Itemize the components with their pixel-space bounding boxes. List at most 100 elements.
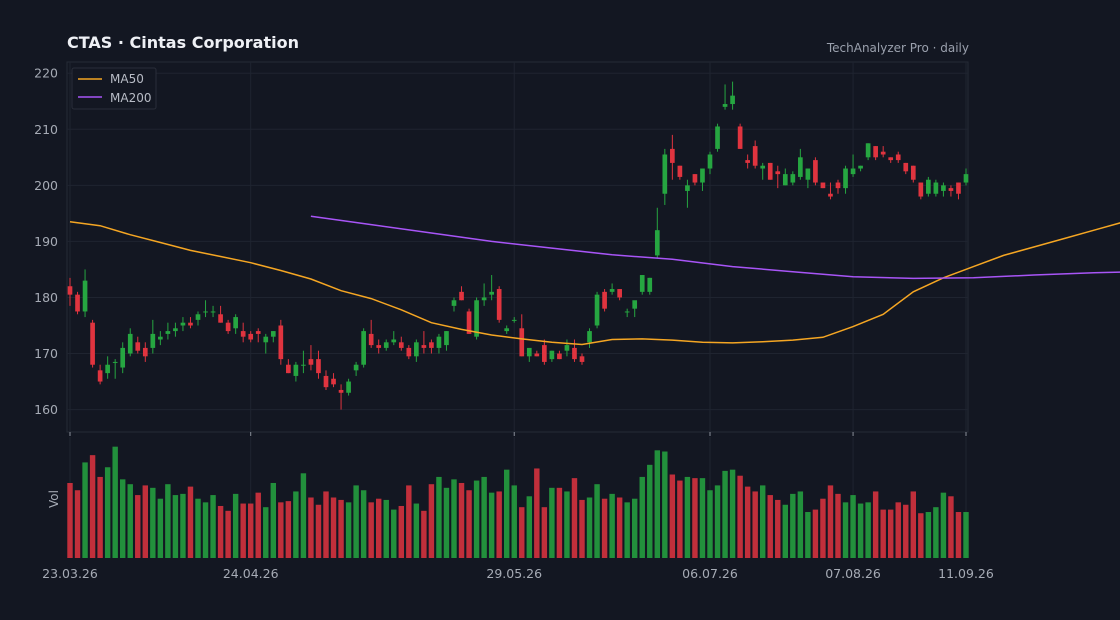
candle-body <box>511 319 517 321</box>
volume-bar <box>669 474 676 558</box>
candle-body <box>331 378 336 385</box>
x-tick-label: 23.03.26 <box>42 566 98 581</box>
volume-bar <box>797 491 804 558</box>
candle-body <box>150 333 156 348</box>
volume-bar <box>744 486 751 558</box>
candle-body <box>173 328 178 332</box>
volume-bar <box>89 455 96 558</box>
candle-body <box>549 350 555 360</box>
volume-bar <box>722 470 728 558</box>
candle-body <box>496 289 502 320</box>
candle-body <box>865 143 871 158</box>
candle-body <box>301 364 306 366</box>
volume-bar <box>594 484 600 558</box>
candle-body <box>745 160 750 163</box>
volume-bar <box>782 504 789 558</box>
x-tick-label: 11.09.26 <box>938 566 994 581</box>
volume-bar <box>82 462 88 558</box>
volume-bar <box>278 502 284 558</box>
volume-bar <box>850 495 856 558</box>
volume-bar <box>293 491 299 558</box>
volume-bar <box>496 491 502 558</box>
candle-body <box>677 165 683 177</box>
candle-body <box>195 314 201 320</box>
candle-body <box>858 165 863 169</box>
volume-bar <box>579 499 585 558</box>
candle-body <box>639 275 645 292</box>
candle-body <box>594 294 600 326</box>
candle-body <box>376 345 382 348</box>
candle-body <box>481 297 487 301</box>
candle-body <box>233 317 238 329</box>
candle-body <box>647 277 653 292</box>
volume-bar <box>805 512 811 558</box>
candle-body <box>850 168 856 175</box>
volume-bar <box>759 485 766 558</box>
volume-bar <box>880 509 886 558</box>
volume-bar <box>255 492 261 558</box>
candle-body <box>248 333 254 340</box>
candle-body <box>767 162 773 180</box>
ma50-line <box>69 221 1120 346</box>
candle-body <box>617 289 622 298</box>
candle-body <box>926 179 931 194</box>
candle-body <box>218 314 223 323</box>
volume-bar <box>345 502 352 558</box>
volume-bar <box>398 505 405 558</box>
candle-body <box>127 333 133 354</box>
candle-body <box>210 311 216 313</box>
candle-body <box>843 168 848 189</box>
candle-body <box>421 345 427 348</box>
volume-bar <box>639 476 645 558</box>
volume-bar <box>285 501 292 558</box>
candle-body <box>835 182 841 189</box>
chart-subtitle: TechAnalyzer Pro · daily <box>826 41 969 55</box>
volume-bar <box>541 507 548 558</box>
volume-bar <box>707 490 713 558</box>
volume-bar <box>119 479 126 558</box>
volume-bar <box>225 510 231 558</box>
candle-body <box>398 342 404 348</box>
candle-body <box>391 339 397 343</box>
candle-body <box>414 342 419 357</box>
candle-body <box>142 347 148 357</box>
candle-body <box>813 160 818 183</box>
volume-bar <box>729 469 736 558</box>
candle-body <box>662 154 668 194</box>
x-tick-label: 06.07.26 <box>682 566 738 581</box>
candle-body <box>685 185 690 191</box>
candle-body <box>316 359 321 374</box>
volume-bar <box>127 484 133 558</box>
volume-bar <box>375 498 382 558</box>
volume-bar <box>692 478 698 558</box>
volume-bar <box>202 502 209 558</box>
candle-body <box>910 165 916 180</box>
volume-bar <box>609 493 615 558</box>
candle-body <box>444 331 449 346</box>
y-tick-label: 220 <box>34 66 58 81</box>
candle-body <box>406 347 412 357</box>
volume-bar <box>67 482 73 558</box>
candle-body <box>308 359 314 365</box>
volume-bar <box>247 503 254 558</box>
volume-bar <box>165 484 171 558</box>
candle-body <box>105 364 110 374</box>
volume-bar <box>97 476 103 558</box>
volume-bar <box>466 490 472 558</box>
candle-body <box>880 151 886 155</box>
legend-ma50-label: MA50 <box>110 72 144 86</box>
volume-bar <box>526 496 533 558</box>
volume-bar <box>458 482 465 558</box>
candle-body <box>338 389 344 393</box>
volume-bar <box>135 495 141 558</box>
volume-bar <box>790 493 796 558</box>
volume-bar <box>150 487 156 558</box>
candle-body <box>489 291 494 295</box>
y-tick-label: 200 <box>34 178 58 193</box>
volume-bar <box>142 485 149 558</box>
y-tick-label: 160 <box>34 402 58 417</box>
x-tick-label: 29.05.26 <box>486 566 542 581</box>
volume-bar <box>564 491 570 558</box>
volume-bar <box>368 502 374 558</box>
